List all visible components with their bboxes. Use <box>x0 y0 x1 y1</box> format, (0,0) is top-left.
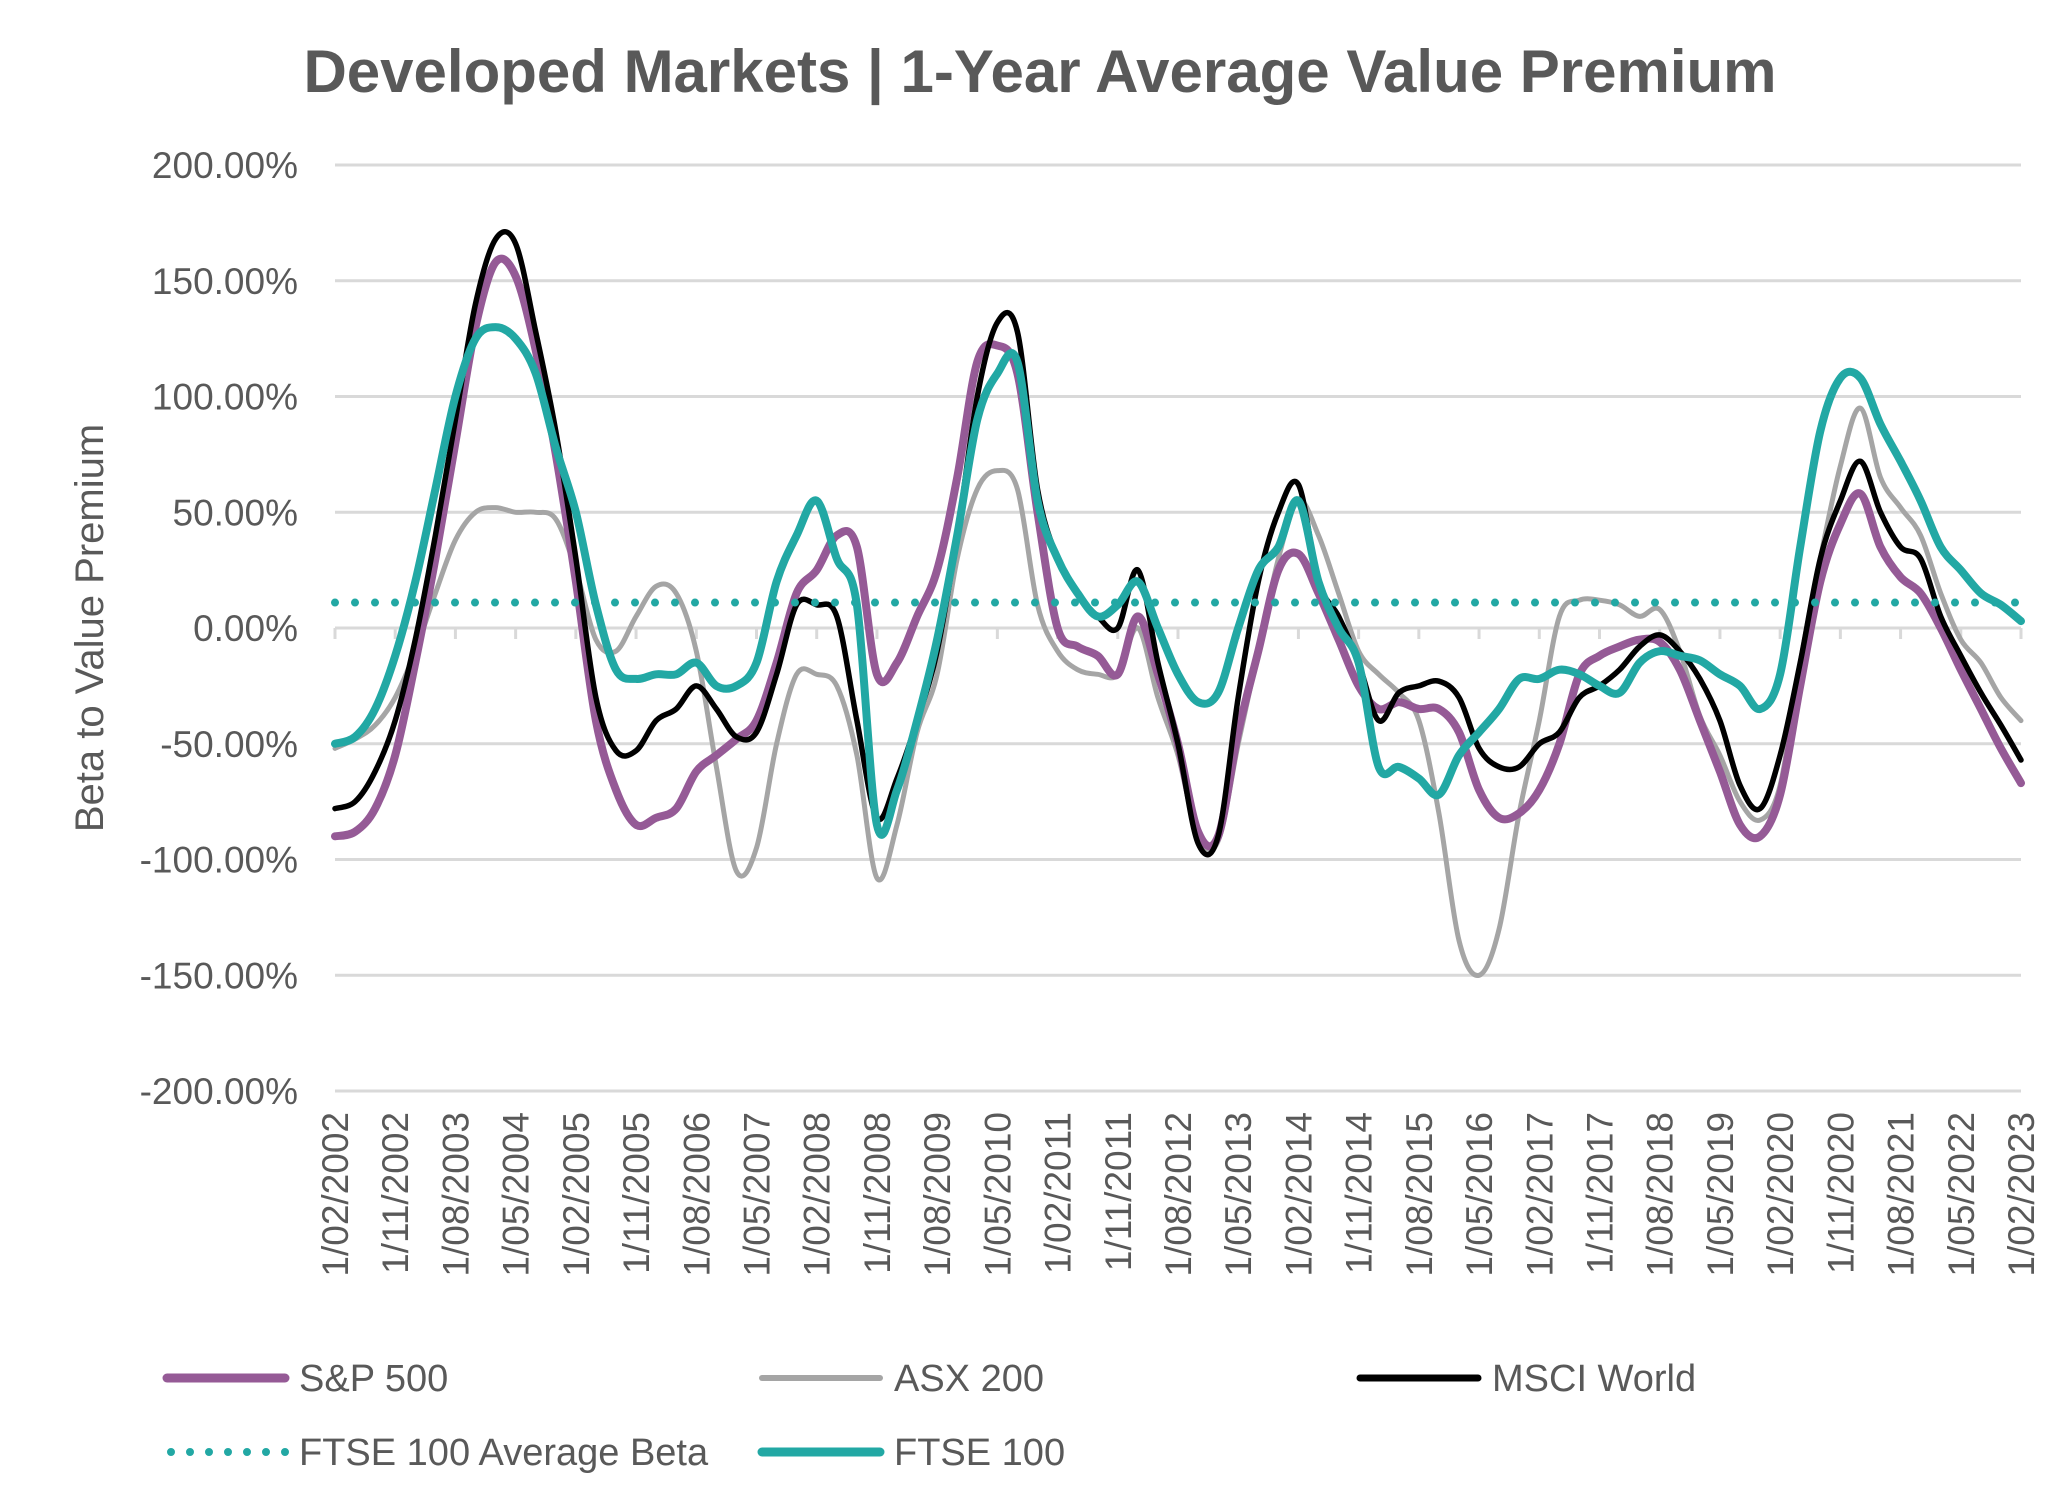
legend-label: FTSE 100 Average Beta <box>299 1432 709 1474</box>
x-tick-label: 1/11/2002 <box>375 1112 416 1274</box>
x-tick-label: 1/05/2013 <box>1218 1112 1259 1277</box>
x-tick-label: 1/05/2010 <box>977 1112 1018 1277</box>
x-tick-label: 1/11/2005 <box>616 1112 657 1274</box>
chart-title: Developed Markets | 1-Year Average Value… <box>303 38 1776 106</box>
y-tick-label: 0.00% <box>193 608 298 649</box>
y-tick-label: 100.00% <box>152 377 298 418</box>
x-tick-label: 1/11/2011 <box>1098 1112 1139 1271</box>
series-line-msci-world <box>332 229 2024 858</box>
x-tick-label: 1/11/2008 <box>857 1112 898 1274</box>
x-tick-label: 1/08/2006 <box>676 1112 717 1277</box>
legend-item: S&P 500 <box>162 1358 448 1400</box>
y-tick-label: 150.00% <box>152 261 298 302</box>
x-tick-label: 1/02/2011 <box>1038 1112 1079 1274</box>
y-tick-label: -50.00% <box>160 724 298 765</box>
x-tick-label: 1/05/2019 <box>1700 1112 1741 1277</box>
x-tick-label: 1/02/2020 <box>1760 1112 1801 1277</box>
series-line-s-p-500 <box>331 254 2025 851</box>
legend-item: FTSE 100 <box>757 1432 1065 1474</box>
x-tick-label: 1/05/2022 <box>1941 1112 1982 1277</box>
x-tick-label: 1/02/2005 <box>556 1112 597 1277</box>
x-tick-label: 1/05/2016 <box>1459 1112 1500 1277</box>
y-tick-label: 50.00% <box>173 492 299 533</box>
y-tick-label: -200.00% <box>140 1071 298 1112</box>
x-tick-label: 1/11/2014 <box>1339 1112 1380 1274</box>
legend-item: ASX 200 <box>759 1358 1044 1400</box>
legend-label: S&P 500 <box>299 1358 448 1400</box>
y-axis-ticks: 200.00% 150.00% 100.00% 50.00% 0.00% -50.00% -… <box>140 145 298 1112</box>
x-tick-label: 1/02/2017 <box>1519 1112 1560 1277</box>
x-tick-label: 1/02/2014 <box>1278 1112 1319 1277</box>
x-axis-ticks: 1/02/2002 1/11/2002 1/08/2003 1/05/2004 1/02… <box>315 1112 2042 1277</box>
x-tick-label: 1/08/2012 <box>1158 1112 1199 1277</box>
y-tick-label: -100.00% <box>140 840 298 881</box>
legend-label: ASX 200 <box>894 1358 1044 1400</box>
legend-item: FTSE 100 Average Beta <box>167 1432 709 1474</box>
x-tick-label: 1/05/2004 <box>496 1112 537 1277</box>
legend: S&P 500 ASX 200 MSCI World FTSE 100 Average… <box>162 1358 1696 1474</box>
series-line-ftse-100 <box>331 323 2025 839</box>
x-tick-label: 1/02/2008 <box>797 1112 838 1277</box>
x-tick-label: 1/02/2002 <box>315 1112 356 1277</box>
x-tick-label: 1/11/2020 <box>1820 1112 1861 1274</box>
x-tick-label: 1/08/2018 <box>1640 1112 1681 1277</box>
y-tick-label: 200.00% <box>152 145 298 186</box>
legend-label: FTSE 100 <box>894 1432 1065 1474</box>
x-tick-label: 1/08/2015 <box>1399 1112 1440 1277</box>
x-tick-label: 1/02/2023 <box>2001 1112 2042 1277</box>
x-tick-label: 1/08/2003 <box>435 1112 476 1277</box>
y-tick-label: -150.00% <box>140 955 298 996</box>
x-tick-label: 1/11/2017 <box>1580 1112 1621 1274</box>
x-tick-label: 1/08/2021 <box>1881 1112 1922 1277</box>
legend-label: MSCI World <box>1492 1358 1696 1400</box>
y-axis-label: Beta to Value Premium <box>68 424 112 832</box>
legend-item: MSCI World <box>1356 1358 1696 1400</box>
x-tick-label: 1/08/2009 <box>917 1112 958 1277</box>
series-lines <box>331 229 2025 978</box>
x-tick-label: 1/05/2007 <box>737 1112 778 1277</box>
